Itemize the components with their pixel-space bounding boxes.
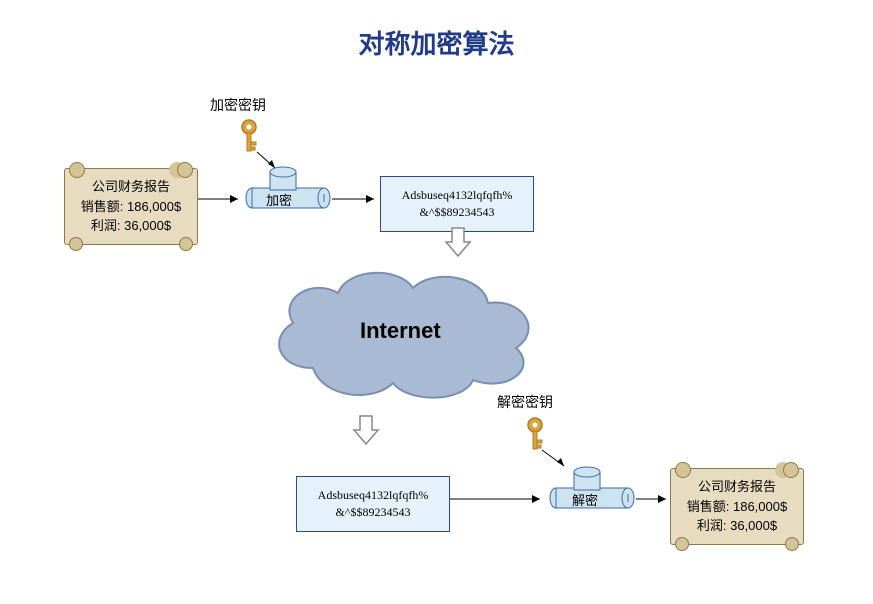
cipher1-line1: Adsbuseq4132lqfqfh% [389,187,525,204]
cipher2-line1: Adsbuseq4132lqfqfh% [305,487,441,504]
plaintext2-line3: 利润: 36,000$ [681,516,793,536]
cipher1-line2: &^$$89234543 [389,204,525,221]
arrow-encrypt-to-cipher [332,192,382,206]
plaintext2-line1: 公司财务报告 [681,477,793,497]
plaintext1-line2: 销售额: 186,000$ [75,197,187,217]
plaintext-doc-input: 公司财务报告 销售额: 186,000$ 利润: 36,000$ [64,168,198,245]
arrow-plain-to-encrypt [198,192,246,206]
plaintext1-line3: 利润: 36,000$ [75,216,187,236]
cipher2-line2: &^$$89234543 [305,504,441,521]
encrypt-key-label: 加密密钥 [210,95,266,115]
ciphertext-box-bottom: Adsbuseq4132lqfqfh% &^$$89234543 [296,476,450,532]
decrypt-key-label: 解密密钥 [497,392,553,412]
plaintext-doc-output: 公司财务报告 销售额: 186,000$ 利润: 36,000$ [670,468,804,545]
diagram-title: 对称加密算法 [0,24,873,61]
plaintext2-line2: 销售额: 186,000$ [681,497,793,517]
encrypt-label: 加密 [266,190,292,209]
arrow-cipher-to-decrypt [450,492,548,506]
decrypt-label: 解密 [572,490,598,509]
down-arrow-to-cloud [444,226,472,260]
ciphertext-box-top: Adsbuseq4132lqfqfh% &^$$89234543 [380,176,534,232]
arrow-decrypt-to-plain [636,492,674,506]
plaintext1-line1: 公司财务报告 [75,177,187,197]
down-arrow-from-cloud [352,414,380,448]
cloud-label: Internet [360,318,441,344]
